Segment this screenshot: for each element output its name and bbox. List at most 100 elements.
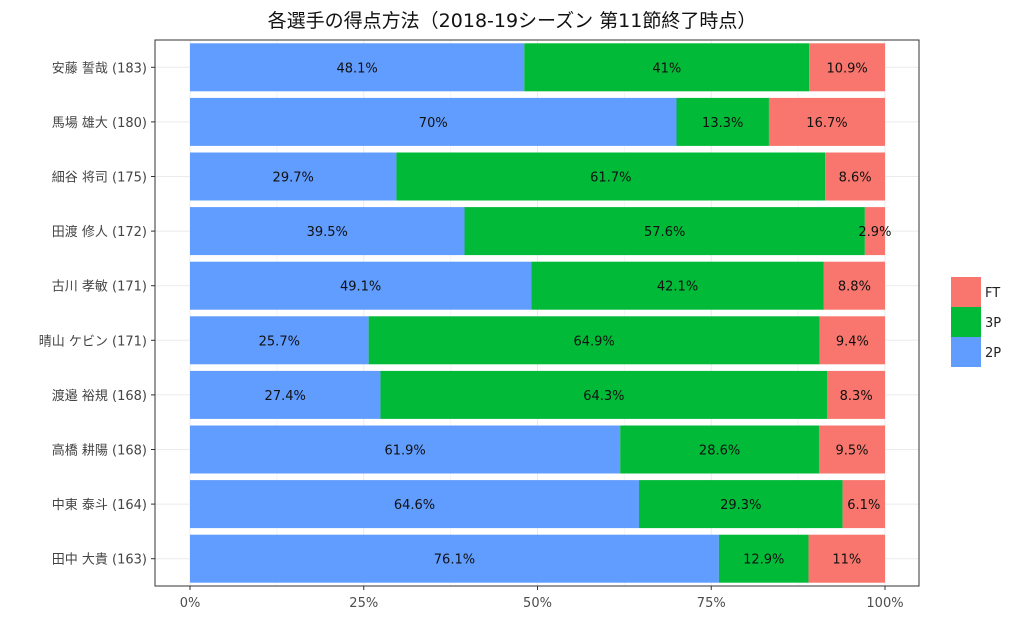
bar-segment-3p — [464, 207, 865, 256]
data-label: 48.1% — [336, 61, 377, 76]
bar-segment-3p — [368, 316, 820, 365]
data-label: 42.1% — [657, 280, 698, 295]
x-tick-label: 100% — [866, 596, 903, 611]
bar-row: 49.1% 42.1% 8.8% — [190, 261, 885, 310]
y-tick-label: 田中 大貴 (163) — [52, 553, 147, 568]
x-tick-label: 0% — [180, 596, 201, 611]
data-label: 8.3% — [840, 389, 873, 404]
bar-segment-ft — [842, 480, 885, 529]
x-tick-label: 50% — [523, 596, 552, 611]
bar-segment-2p — [190, 425, 621, 474]
bar-row: 39.5% 57.6% 2.9% — [190, 207, 891, 256]
bar-row: 48.1% 41% 10.9% — [190, 43, 885, 92]
legend: FT 3P 2P — [951, 277, 1001, 367]
data-label: 9.4% — [836, 334, 869, 349]
y-tick-label: 晴山 ケビン (171) — [39, 334, 147, 349]
legend-item-3p: 3P — [951, 307, 1001, 337]
legend-item-ft: FT — [951, 277, 1000, 307]
bar-segment-3p — [531, 261, 824, 310]
data-label: 70% — [419, 116, 448, 131]
bar-segment-3p — [676, 97, 769, 146]
bar-segment-3p — [620, 425, 819, 474]
bar-segment-ft — [818, 425, 885, 474]
bar-segment-3p — [638, 480, 843, 529]
data-label: 16.7% — [806, 116, 847, 131]
bar-segment-ft — [809, 43, 885, 92]
legend-item-2p: 2P — [951, 337, 1001, 367]
y-tick-label: 田渡 修人 (172) — [52, 224, 147, 240]
bar-row: 61.9% 28.6% 9.5% — [190, 425, 885, 474]
data-label: 8.6% — [839, 171, 872, 186]
bar-row: 76.1% 12.9% 11% — [190, 534, 885, 583]
data-label: 61.7% — [590, 171, 631, 186]
bar-row: 29.7% 61.7% 8.6% — [190, 152, 885, 201]
bar-segment-ft — [825, 152, 885, 201]
legend-label: FT — [985, 286, 1000, 301]
bar-segment-3p — [718, 534, 809, 583]
bar-segment-ft — [819, 316, 885, 365]
y-tick-label: 渡邉 裕規 (168) — [52, 388, 147, 404]
y-tick-label: 高橋 耕陽 (168) — [52, 443, 147, 459]
data-label: 11% — [832, 553, 861, 568]
data-label: 41% — [652, 61, 681, 76]
legend-key — [951, 307, 981, 337]
y-tick-label: 細谷 将司 (175) — [52, 171, 147, 186]
data-label: 57.6% — [644, 225, 685, 240]
x-tick-label: 25% — [349, 596, 378, 611]
data-label: 29.3% — [720, 498, 761, 513]
data-label: 12.9% — [743, 553, 784, 568]
x-axis: 0% 25% 50% 75% 100% — [180, 586, 904, 611]
legend-key — [951, 337, 981, 367]
data-label: 8.8% — [838, 280, 871, 295]
data-label: 13.3% — [702, 116, 743, 131]
bar-segment-ft — [864, 207, 885, 256]
bar-row: 64.6% 29.3% 6.1% — [190, 480, 885, 529]
bar-segment-ft — [827, 370, 885, 419]
data-label: 27.4% — [265, 389, 306, 404]
bars-layer: 48.1% 41% 10.9% 70% 13.3% 16.7% 29.7% 61.7% 8.6%… — [190, 43, 891, 583]
legend-label: 2P — [985, 346, 1001, 361]
bar-segment-2p — [190, 152, 397, 201]
bar-segment-2p — [190, 97, 677, 146]
data-label: 29.7% — [273, 171, 314, 186]
data-label: 10.9% — [826, 61, 867, 76]
y-tick-label: 古川 孝敏 (171) — [52, 280, 147, 295]
bar-segment-2p — [190, 480, 639, 529]
data-label: 28.6% — [699, 444, 740, 459]
bar-segment-2p — [190, 207, 465, 256]
bar-segment-3p — [524, 43, 810, 92]
bar-segment-2p — [190, 43, 525, 92]
legend-key — [951, 277, 981, 307]
bar-row: 70% 13.3% 16.7% — [190, 97, 885, 146]
data-label: 64.6% — [394, 498, 435, 513]
data-label: 76.1% — [434, 553, 475, 568]
y-axis: 安藤 誓哉 (183) 馬場 雄大 (180) 細谷 将司 (175) 田渡 修人 (… — [39, 61, 155, 568]
bar-segment-2p — [190, 261, 532, 310]
bar-segment-2p — [190, 534, 719, 583]
bar-segment-ft — [768, 97, 885, 146]
data-label: 39.5% — [307, 225, 348, 240]
data-label: 9.5% — [835, 444, 868, 459]
chart-title: 各選手の得点方法（2018-19シーズン 第11節終了時点） — [268, 10, 757, 32]
y-tick-label: 安藤 誓哉 (183) — [52, 61, 147, 76]
legend-label: 3P — [985, 316, 1001, 331]
bar-segment-3p — [380, 370, 828, 419]
y-tick-label: 中東 泰斗 (164) — [52, 497, 147, 513]
data-label: 6.1% — [847, 498, 880, 513]
data-label: 64.3% — [583, 389, 624, 404]
bar-row: 27.4% 64.3% 8.3% — [190, 370, 885, 419]
bar-segment-2p — [190, 370, 381, 419]
bar-row: 25.7% 64.9% 9.4% — [190, 316, 885, 365]
data-label: 64.9% — [573, 334, 614, 349]
data-label: 49.1% — [340, 280, 381, 295]
bar-segment-2p — [190, 316, 369, 365]
bar-segment-ft — [808, 534, 885, 583]
data-label: 25.7% — [259, 334, 300, 349]
data-label: 2.9% — [858, 225, 891, 240]
x-tick-label: 75% — [697, 596, 726, 611]
data-label: 61.9% — [384, 444, 425, 459]
bar-segment-ft — [823, 261, 885, 310]
y-tick-label: 馬場 雄大 (180) — [52, 116, 147, 131]
bar-segment-3p — [396, 152, 826, 201]
